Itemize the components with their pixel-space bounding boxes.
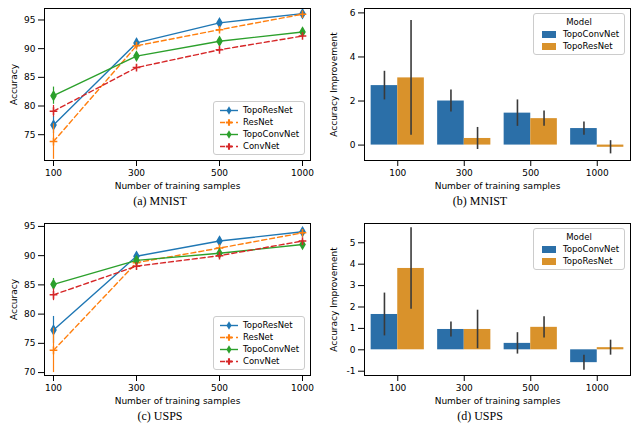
svg-text:75: 75 bbox=[24, 338, 35, 348]
svg-text:300: 300 bbox=[128, 168, 145, 178]
svg-text:4: 4 bbox=[350, 259, 356, 269]
html-text:Model: Model bbox=[566, 17, 592, 27]
svg-text:100: 100 bbox=[389, 383, 406, 393]
svg-text:90: 90 bbox=[24, 44, 36, 54]
html-text:(c) USPS: (c) USPS bbox=[137, 409, 183, 423]
svg-text:0: 0 bbox=[350, 140, 356, 150]
html-text:TopoResNet: TopoResNet bbox=[563, 256, 613, 266]
svg-text:Number of training samples: Number of training samples bbox=[115, 181, 241, 191]
svg-text:80: 80 bbox=[24, 101, 36, 111]
svg-text:300: 300 bbox=[456, 168, 473, 178]
svg-text:85: 85 bbox=[24, 72, 35, 82]
svg-text:300: 300 bbox=[128, 383, 145, 393]
html-text:TopoConvNet: TopoConvNet bbox=[243, 129, 299, 139]
svg-text:100: 100 bbox=[45, 383, 62, 393]
svg-text:0: 0 bbox=[350, 345, 356, 355]
svg-text:1: 1 bbox=[350, 323, 356, 333]
svg-text:Number of training samples: Number of training samples bbox=[435, 181, 561, 191]
svg-text:3: 3 bbox=[350, 280, 356, 290]
svg-text:100: 100 bbox=[45, 168, 62, 178]
svg-text:70: 70 bbox=[24, 367, 36, 377]
svg-text:100: 100 bbox=[389, 168, 406, 178]
html-text:ResNet: ResNet bbox=[243, 332, 274, 342]
svg-text:Accuracy: Accuracy bbox=[9, 63, 19, 105]
html-text:Model: Model bbox=[566, 232, 592, 242]
svg-text:90: 90 bbox=[24, 251, 36, 261]
html-text:TopoResNet: TopoResNet bbox=[243, 320, 293, 330]
html-text:ConvNet: ConvNet bbox=[243, 141, 280, 151]
svg-text:1000: 1000 bbox=[291, 383, 314, 393]
svg-text:Accuracy Improvement: Accuracy Improvement bbox=[329, 32, 339, 137]
svg-text:85: 85 bbox=[24, 280, 35, 290]
svg-text:Number of training samples: Number of training samples bbox=[435, 396, 561, 406]
svg-text:1000: 1000 bbox=[291, 168, 314, 178]
html-text:TopoResNet: TopoResNet bbox=[243, 105, 293, 115]
svg-text:500: 500 bbox=[522, 383, 539, 393]
svg-text:-1: -1 bbox=[347, 366, 356, 376]
html-text:TopoConvNet: TopoConvNet bbox=[563, 244, 619, 254]
svg-text:75: 75 bbox=[24, 130, 35, 140]
svg-text:2: 2 bbox=[350, 302, 356, 312]
svg-text:1000: 1000 bbox=[586, 383, 609, 393]
svg-text:5: 5 bbox=[350, 238, 356, 248]
html-text:TopoConvNet: TopoConvNet bbox=[563, 29, 619, 39]
html-text:ConvNet: ConvNet bbox=[243, 356, 280, 366]
svg-text:500: 500 bbox=[211, 168, 228, 178]
svg-text:95: 95 bbox=[24, 15, 35, 25]
svg-text:Number of training samples: Number of training samples bbox=[115, 396, 241, 406]
html-text:(a) MNIST: (a) MNIST bbox=[133, 194, 187, 208]
svg-text:80: 80 bbox=[24, 309, 36, 319]
html-text:TopoConvNet: TopoConvNet bbox=[243, 344, 299, 354]
svg-text:2: 2 bbox=[350, 96, 356, 106]
svg-text:6: 6 bbox=[350, 8, 356, 18]
svg-text:500: 500 bbox=[522, 168, 539, 178]
html-text:(d) USPS: (d) USPS bbox=[457, 409, 503, 423]
svg-text:300: 300 bbox=[456, 383, 473, 393]
html-text:(b) MNIST: (b) MNIST bbox=[452, 194, 508, 208]
html-text:ResNet: ResNet bbox=[243, 117, 274, 127]
svg-text:Accuracy Improvement: Accuracy Improvement bbox=[329, 247, 339, 352]
svg-text:4: 4 bbox=[350, 52, 356, 62]
svg-text:95: 95 bbox=[24, 221, 35, 231]
svg-text:500: 500 bbox=[211, 383, 228, 393]
html-text:TopoResNet: TopoResNet bbox=[563, 41, 613, 51]
svg-text:1000: 1000 bbox=[586, 168, 609, 178]
svg-text:Accuracy: Accuracy bbox=[9, 278, 19, 320]
